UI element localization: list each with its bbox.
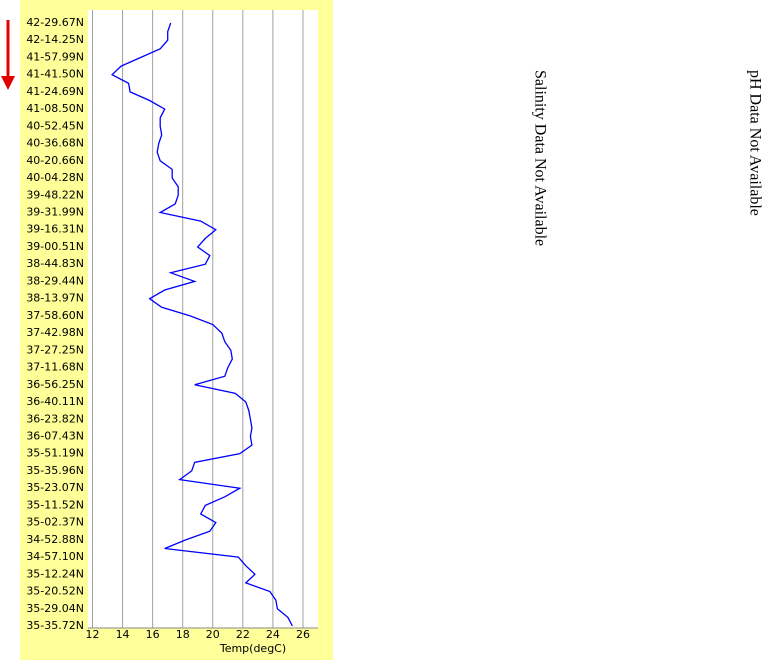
- y-tick-label: 34-57.10N: [26, 550, 84, 563]
- y-tick-label: 35-35.96N: [26, 464, 84, 477]
- y-tick-label: 40-20.66N: [26, 154, 84, 167]
- y-tick-label: 37-11.68N: [26, 361, 84, 374]
- y-tick-label: 37-58.60N: [26, 309, 84, 322]
- y-tick-label: 35-51.19N: [26, 447, 84, 460]
- y-tick-label: 38-44.83N: [26, 257, 84, 270]
- y-tick-label: 39-48.22N: [26, 188, 84, 201]
- y-tick-label: 38-13.97N: [26, 292, 84, 305]
- y-tick-label: 35-35.72N: [26, 619, 84, 632]
- x-tick-label: 18: [176, 628, 190, 641]
- y-tick-label: 36-40.11N: [26, 395, 84, 408]
- y-tick-label: 36-56.25N: [26, 378, 84, 391]
- y-tick-label: 38-29.44N: [26, 274, 84, 287]
- x-tick-label: 12: [86, 628, 100, 641]
- y-tick-label: 39-00.51N: [26, 240, 84, 253]
- y-tick-label: 41-08.50N: [26, 102, 84, 115]
- y-tick-label: 40-52.45N: [26, 119, 84, 132]
- y-tick-label: 35-20.52N: [26, 585, 84, 598]
- y-tick-label: 40-36.68N: [26, 137, 84, 150]
- y-tick-label: 39-16.31N: [26, 223, 84, 236]
- y-tick-label: 42-14.25N: [26, 33, 84, 46]
- y-tick-label: 37-42.98N: [26, 326, 84, 339]
- y-tick-label: 42-29.67N: [26, 16, 84, 29]
- x-tick-label: 14: [116, 628, 130, 641]
- y-tick-label: 36-07.43N: [26, 429, 84, 442]
- arrow-head: [1, 76, 15, 90]
- y-tick-label: 35-12.24N: [26, 567, 84, 580]
- y-tick-label: 35-11.52N: [26, 498, 84, 511]
- y-tick-label: 35-23.07N: [26, 481, 84, 494]
- y-tick-label: 40-04.28N: [26, 171, 84, 184]
- x-tick-label: 20: [206, 628, 220, 641]
- y-tick-label: 37-27.25N: [26, 343, 84, 356]
- x-tick-label: 22: [236, 628, 250, 641]
- y-tick-label: 41-57.99N: [26, 50, 84, 63]
- y-tick-label: 36-23.82N: [26, 412, 84, 425]
- y-tick-label: 35-29.04N: [26, 602, 84, 615]
- line: [110, 22, 293, 627]
- x-axis-label: Temp(degC): [219, 642, 286, 655]
- x-tick-label: 16: [146, 628, 160, 641]
- x-tick-label: 26: [296, 628, 310, 641]
- annotation: pH Data Not Available: [746, 70, 763, 216]
- annotation: Salinity Data Not Available: [531, 70, 548, 246]
- y-tick-label: 41-41.50N: [26, 68, 84, 81]
- plot-area: [88, 10, 318, 628]
- x-tick-label: 24: [266, 628, 280, 641]
- y-tick-label: 35-02.37N: [26, 516, 84, 529]
- y-tick-label: 41-24.69N: [26, 85, 84, 98]
- y-tick-label: 34-52.88N: [26, 533, 84, 546]
- y-tick-label: 39-31.99N: [26, 206, 84, 219]
